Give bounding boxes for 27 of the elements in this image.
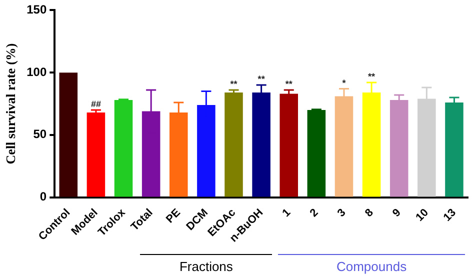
bar (224, 92, 243, 197)
annotation: ** (368, 72, 376, 82)
x-tick-label: 8 (362, 206, 376, 220)
text: Fractions (178, 259, 234, 274)
annotation: ## (90, 98, 101, 109)
x-tick-label: 2 (308, 206, 321, 220)
annotation: * (342, 78, 346, 88)
y-tick-label: 50 (33, 127, 47, 142)
annotation: ** (230, 79, 238, 90)
bar (280, 94, 298, 197)
text: Compounds (335, 259, 408, 274)
y-tick-label: 150 (26, 2, 47, 17)
annotation: ** (285, 79, 293, 90)
y-axis-title: Cell survival rate (%) (3, 43, 18, 164)
bar (86, 112, 106, 197)
x-tick-label: 1 (280, 206, 294, 220)
x-tick-label: 10 (414, 206, 431, 224)
bar (307, 110, 326, 197)
y-tick-label: 100 (26, 64, 47, 79)
x-tick-label: 13 (441, 206, 458, 224)
y-tick-label: 0 (40, 190, 47, 204)
bar (114, 100, 133, 197)
annotation: ** (258, 74, 266, 84)
bar (59, 72, 78, 197)
x-tick-label: 3 (335, 206, 348, 220)
x-tick-label: PE (164, 206, 183, 226)
x-tick-label: 9 (390, 206, 404, 220)
